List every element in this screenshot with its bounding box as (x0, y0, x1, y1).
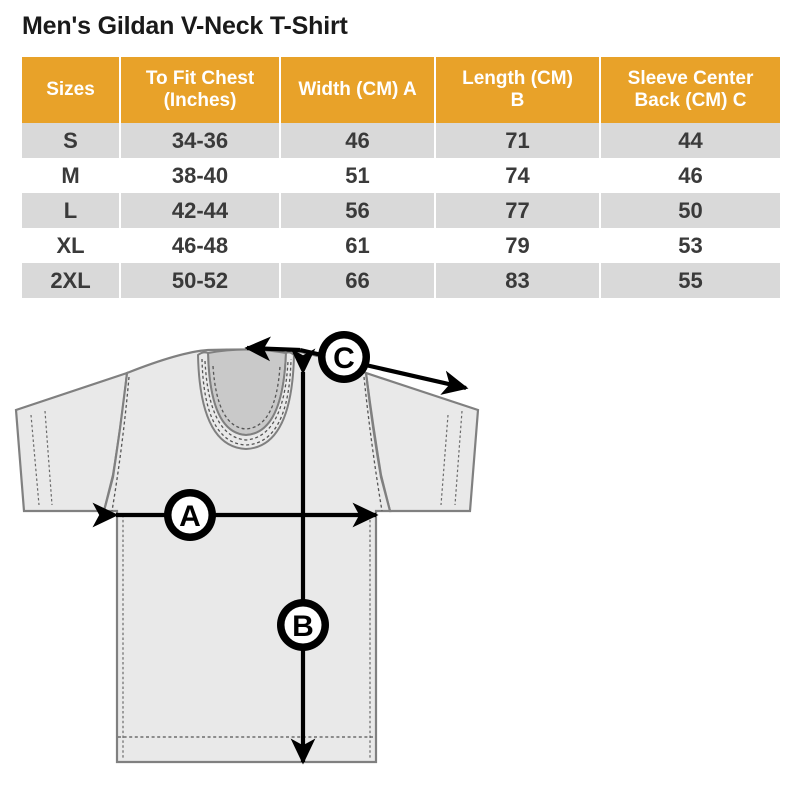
shirt-body (102, 348, 392, 764)
size-chart-container: Sizes To Fit Chest (Inches) Width (CM) A… (22, 57, 780, 298)
column-header-sleeve: Sleeve Center Back (CM) C (599, 57, 780, 123)
size-chart-table: Sizes To Fit Chest (Inches) Width (CM) A… (22, 57, 780, 298)
cell-size: XL (22, 228, 121, 263)
column-header-line: Sleeve Center (627, 67, 754, 89)
cell-width: 56 (279, 193, 436, 228)
cell-size: S (22, 123, 121, 158)
cell-sleeve: 55 (599, 263, 780, 298)
column-header-line: Length (CM) (462, 67, 573, 89)
cell-size: L (22, 193, 121, 228)
column-header-line: Width (CM) A (298, 78, 417, 100)
cell-width: 61 (279, 228, 436, 263)
cell-length: 77 (434, 193, 601, 228)
column-header-line: Sizes (46, 78, 95, 100)
cell-length: 79 (434, 228, 601, 263)
column-header-line: Back (CM) C (634, 90, 747, 111)
measure-c-label: C (333, 342, 355, 375)
table-row: 2XL 50-52 66 83 55 (22, 263, 780, 298)
column-header-width: Width (CM) A (279, 57, 436, 123)
measure-b-marker: B (277, 599, 329, 651)
cell-width: 66 (279, 263, 436, 298)
cell-size: M (22, 158, 121, 193)
tshirt-diagram: .gfill { fill:#e9e9e9; stroke:#808080; s… (0, 325, 800, 791)
column-header-line: (Inches) (163, 90, 237, 111)
table-row: M 38-40 51 74 46 (22, 158, 780, 193)
table-row: S 34-36 46 71 44 (22, 123, 780, 158)
table-row: XL 46-48 61 79 53 (22, 228, 780, 263)
measure-c-marker: C (318, 331, 370, 383)
table-header: Sizes To Fit Chest (Inches) Width (CM) A… (22, 57, 780, 123)
cell-size: 2XL (22, 263, 121, 298)
cell-chest: 38-40 (119, 158, 281, 193)
cell-sleeve: 44 (599, 123, 780, 158)
cell-chest: 50-52 (119, 263, 281, 298)
measure-a-marker: A (164, 489, 216, 541)
cell-length: 83 (434, 263, 601, 298)
cell-width: 51 (279, 158, 436, 193)
page-title: Men's Gildan V-Neck T-Shirt (22, 12, 348, 40)
cell-width: 46 (279, 123, 436, 158)
column-header-length: Length (CM) B (434, 57, 601, 123)
table-row: L 42-44 56 77 50 (22, 193, 780, 228)
table-header-row: Sizes To Fit Chest (Inches) Width (CM) A… (22, 57, 780, 123)
column-header-chest: To Fit Chest (Inches) (119, 57, 281, 123)
cell-chest: 34-36 (119, 123, 281, 158)
cell-chest: 46-48 (119, 228, 281, 263)
column-header-sizes: Sizes (22, 57, 121, 123)
cell-length: 74 (434, 158, 601, 193)
measure-b-label: B (292, 610, 314, 643)
collar (196, 348, 296, 451)
cell-sleeve: 46 (599, 158, 780, 193)
measure-a-label: A (179, 500, 201, 533)
cell-chest: 42-44 (119, 193, 281, 228)
column-header-line: B (510, 90, 525, 111)
table-body: S 34-36 46 71 44 M 38-40 51 74 46 L 42-4… (22, 123, 780, 298)
cell-sleeve: 53 (599, 228, 780, 263)
cell-length: 71 (434, 123, 601, 158)
column-header-line: To Fit Chest (145, 67, 255, 89)
cell-sleeve: 50 (599, 193, 780, 228)
